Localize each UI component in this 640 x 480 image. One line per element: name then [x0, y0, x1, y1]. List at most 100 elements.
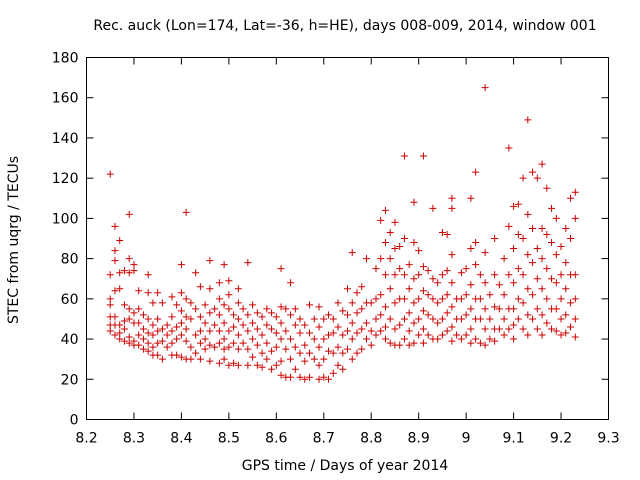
data-point — [386, 315, 394, 323]
data-point — [116, 321, 124, 329]
data-point — [495, 305, 503, 313]
data-point — [505, 222, 513, 230]
data-point — [154, 351, 162, 359]
x-axis-label: GPS time / Days of year 2014 — [242, 458, 449, 474]
data-point — [415, 271, 423, 279]
data-point — [381, 323, 389, 331]
data-point — [315, 361, 323, 369]
data-point — [557, 243, 565, 251]
data-point — [310, 355, 318, 363]
data-point — [348, 299, 356, 307]
data-point — [301, 357, 309, 365]
data-point — [429, 204, 437, 212]
data-point — [405, 341, 413, 349]
data-point — [353, 309, 361, 317]
data-point — [500, 291, 508, 299]
data-point — [173, 301, 181, 309]
data-point — [505, 325, 513, 333]
data-point — [524, 311, 532, 319]
data-point — [196, 313, 204, 321]
data-point — [481, 325, 489, 333]
data-point — [543, 184, 551, 192]
data-point — [282, 327, 290, 335]
y-tick-label: 80 — [61, 252, 79, 268]
data-point — [192, 305, 200, 313]
data-point — [457, 269, 465, 277]
data-point — [120, 267, 128, 275]
data-point — [268, 347, 276, 355]
data-point — [514, 315, 522, 323]
data-point — [486, 291, 494, 299]
data-point — [135, 341, 143, 349]
x-tick-label: 8.2 — [75, 431, 97, 447]
data-point — [230, 339, 238, 347]
data-point — [510, 279, 518, 287]
data-point — [206, 309, 214, 317]
data-point — [249, 301, 257, 309]
data-point — [116, 285, 124, 293]
data-point — [206, 341, 214, 349]
x-tick-label: 8.9 — [408, 431, 430, 447]
data-point — [187, 355, 195, 363]
data-point — [239, 305, 247, 313]
data-point — [362, 319, 370, 327]
y-tick-label: 160 — [52, 91, 79, 107]
data-point — [481, 84, 489, 92]
data-point — [268, 365, 276, 373]
data-point — [296, 373, 304, 381]
data-point — [234, 345, 242, 353]
data-point — [348, 249, 356, 257]
data-point — [291, 365, 299, 373]
data-point — [552, 214, 560, 222]
data-point — [495, 281, 503, 289]
data-point — [116, 329, 124, 337]
data-point — [125, 269, 133, 277]
data-point — [220, 301, 228, 309]
data-point — [538, 224, 546, 232]
data-point — [272, 361, 280, 369]
data-point — [453, 331, 461, 339]
data-point — [158, 355, 166, 363]
data-point — [268, 325, 276, 333]
data-point — [415, 331, 423, 339]
data-point — [177, 331, 185, 339]
data-point — [282, 305, 290, 313]
data-point — [196, 355, 204, 363]
data-point — [277, 357, 285, 365]
data-point — [287, 311, 295, 319]
data-point — [120, 301, 128, 309]
data-point — [381, 303, 389, 311]
data-point — [306, 373, 314, 381]
x-tick-label: 8.6 — [265, 431, 287, 447]
data-point — [476, 315, 484, 323]
data-point — [135, 319, 143, 327]
data-point — [263, 355, 271, 363]
data-point — [353, 289, 361, 297]
data-point — [215, 327, 223, 335]
data-point — [396, 243, 404, 251]
data-point — [529, 259, 537, 267]
data-point — [438, 295, 446, 303]
data-point — [419, 307, 427, 315]
data-point — [334, 343, 342, 351]
data-point — [524, 210, 532, 218]
data-point — [434, 279, 442, 287]
data-point — [381, 206, 389, 214]
data-point — [135, 331, 143, 339]
data-point — [201, 319, 209, 327]
data-point — [239, 339, 247, 347]
data-point — [510, 305, 518, 313]
data-point — [457, 295, 465, 303]
data-point — [296, 329, 304, 337]
data-point — [125, 255, 133, 263]
data-point — [514, 200, 522, 208]
data-point — [234, 315, 242, 323]
data-point — [524, 331, 532, 339]
data-point — [168, 339, 176, 347]
data-point — [154, 327, 162, 335]
data-point — [282, 345, 290, 353]
data-point — [448, 279, 456, 287]
data-point — [400, 335, 408, 343]
data-point — [277, 265, 285, 273]
